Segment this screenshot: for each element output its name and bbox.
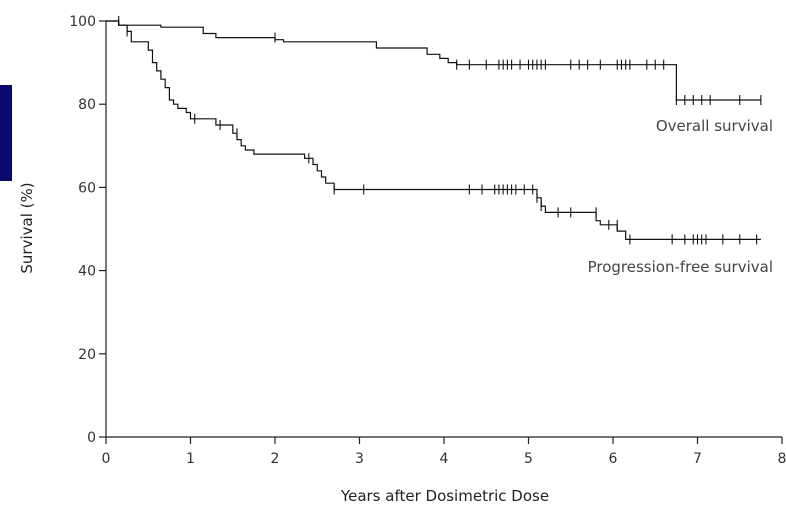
x-tick-label: 7 [693,451,702,467]
x-tick-label: 8 [778,451,786,467]
y-tick-label: 80 [78,97,96,113]
y-tick-label: 60 [78,180,96,196]
x-tick-label: 3 [355,451,364,467]
x-tick-label: 5 [524,451,533,467]
axes [105,21,782,438]
curves [106,20,761,240]
y-tick-label: 0 [87,430,96,446]
y-tick-label: 100 [69,14,96,30]
y-ticks: 0 20 40 60 80 100 [69,14,106,446]
side-accent-bar [0,85,12,181]
y-axis-title: Survival (%) [18,182,36,273]
progression-free-survival-label: Progression-free survival [588,258,773,276]
x-tick-label: 6 [609,451,618,467]
progression-free-survival-curve [106,20,761,240]
x-tick-label: 0 [102,451,111,467]
x-tick-label: 4 [440,451,449,467]
overall-survival-curve [106,20,761,101]
overall-survival-label: Overall survival [656,117,773,135]
y-tick-label: 40 [78,264,96,280]
censor-marks [118,16,762,245]
x-tick-label: 1 [186,451,195,467]
x-axis-title: Years after Dosimetric Dose [340,487,549,505]
x-ticks: 0 1 2 3 4 5 6 7 8 [102,437,786,467]
x-tick-label: 2 [271,451,280,467]
y-tick-label: 20 [78,347,96,363]
